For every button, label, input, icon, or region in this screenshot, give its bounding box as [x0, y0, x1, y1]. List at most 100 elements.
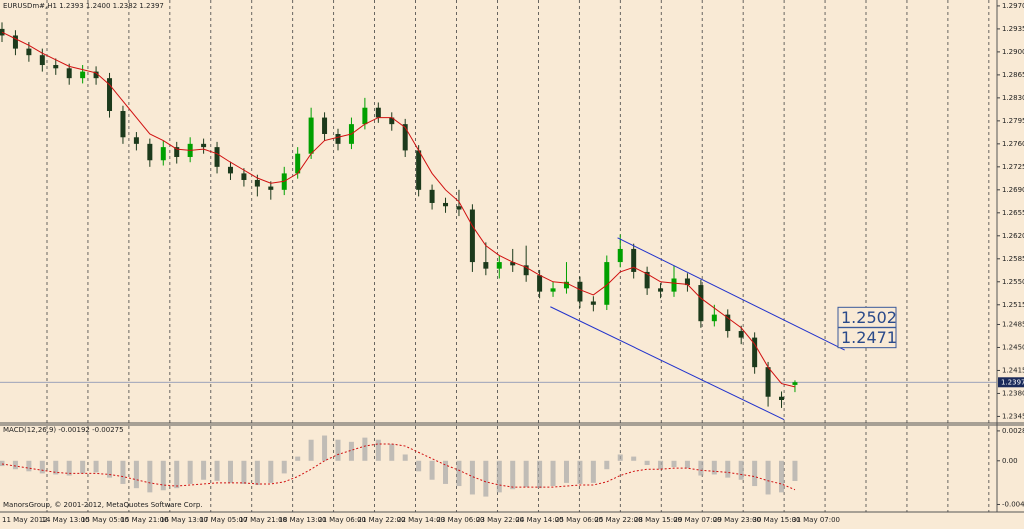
footer: ManorsGroup, © 2001-2012, MetaQuotes Sof… — [3, 501, 203, 509]
candle-body — [375, 107, 381, 118]
x-tick-label: 23 May 06:00 — [437, 516, 485, 524]
macd-bar — [389, 443, 395, 461]
candle-body — [563, 281, 569, 289]
macd-bar — [725, 460, 731, 478]
x-tick-label: 29 May 07:00 — [674, 516, 722, 524]
macd-bar — [147, 460, 153, 493]
x-tick-label: 28 May 15:00 — [634, 516, 682, 524]
candle-body — [779, 396, 785, 401]
macd-bar — [523, 460, 529, 488]
y-tick-label: 1.2550 — [1002, 278, 1024, 286]
macd-bar — [227, 460, 233, 483]
candle-body — [631, 248, 637, 272]
x-tick-label: 30 May 15:00 — [753, 516, 801, 524]
candle-body — [201, 143, 207, 148]
y-tick-label: 1.2620 — [1002, 232, 1024, 240]
x-tick-label: 11 May 2012 — [2, 516, 48, 524]
macd-bar — [295, 456, 301, 461]
macd-bar — [671, 460, 677, 468]
macd-bar — [187, 460, 193, 484]
candle-body — [523, 265, 529, 276]
candle-body — [133, 137, 139, 144]
x-tick-label: 17 May 05:00 — [200, 516, 248, 524]
candle-body — [93, 71, 99, 79]
macd-bar — [348, 441, 354, 461]
candle-body — [214, 147, 220, 167]
macd-bar — [80, 460, 86, 474]
candle-body — [456, 206, 462, 210]
macd-bar — [537, 460, 543, 489]
channel-line — [550, 306, 785, 421]
candle-body — [335, 133, 341, 144]
macd-bar — [174, 460, 180, 489]
macd-bar — [792, 460, 798, 481]
macd-bar — [631, 456, 637, 461]
price-label-box — [837, 327, 897, 349]
candle-body — [604, 262, 610, 305]
last-price-box — [998, 377, 1024, 388]
candle-body — [617, 248, 623, 263]
macd-label: MACD(12,26,9) -0.00192 -0.00275 — [3, 426, 124, 434]
candle-body — [671, 278, 677, 292]
macd-bar — [456, 460, 462, 487]
macd-bar — [241, 460, 247, 484]
price-label: 1.2502 — [841, 308, 897, 327]
x-tick-label: 22 May 14:00 — [397, 516, 445, 524]
macd-bar — [0, 460, 5, 467]
candle-body — [227, 166, 233, 174]
x-tick-label: 25 May 06:00 — [555, 516, 603, 524]
y-tick-label: 1.2485 — [1002, 320, 1024, 328]
macd-bar — [510, 460, 516, 490]
y-tick-label: 1.2345 — [1002, 412, 1024, 420]
macd-bar — [107, 460, 113, 478]
y-tick-label: -0.00415 — [1002, 500, 1024, 508]
x-tick-label: 17 May 21:00 — [239, 516, 287, 524]
candle-body — [590, 301, 596, 305]
macd-bar — [335, 439, 341, 461]
candle-body — [160, 147, 166, 161]
x-tick-label: 25 May 22:00 — [595, 516, 643, 524]
macd-bar — [577, 460, 583, 484]
candle-body — [389, 117, 395, 125]
candle-body — [496, 262, 502, 269]
macd-bar — [752, 460, 758, 487]
x-tick-label: 14 May 13:00 — [42, 516, 90, 524]
x-tick-label: 21 May 06:00 — [318, 516, 366, 524]
x-tick-label: 29 May 23:00 — [713, 516, 761, 524]
macd-bar — [402, 454, 408, 461]
macd-bar — [443, 460, 449, 484]
candle-body — [66, 68, 72, 79]
macd-bar — [644, 460, 650, 465]
macd-bar — [779, 460, 785, 493]
macd-bar — [53, 460, 59, 475]
candle-body — [483, 262, 489, 269]
candle-body — [174, 147, 180, 157]
candle-body — [658, 288, 664, 292]
macd-bar — [765, 460, 771, 495]
y-tick-label: 1.2900 — [1002, 48, 1024, 56]
macd-bar — [322, 435, 328, 461]
macd-bar — [738, 460, 744, 480]
candle-body — [644, 271, 650, 289]
chart-header: EURUSDm#,H1 1.2393 1.2400 1.2382 1.2397 — [3, 2, 164, 10]
candle-body — [308, 117, 314, 154]
candle-body — [147, 143, 153, 161]
y-tick-label: 1.2830 — [1002, 94, 1024, 102]
y-tick-label: 1.2970 — [1002, 2, 1024, 10]
candle-body — [765, 367, 771, 397]
last-price-label: 1.2397 — [1001, 378, 1024, 386]
y-tick-label: 1.2795 — [1002, 117, 1024, 125]
y-tick-label: 1.2415 — [1002, 366, 1024, 374]
macd-bar — [617, 454, 623, 461]
macd-bar — [308, 439, 314, 461]
macd-bar — [590, 460, 596, 483]
candle-body — [254, 179, 260, 187]
macd-bar — [483, 460, 489, 497]
macd-bar — [268, 460, 274, 483]
macd-bar — [563, 460, 569, 483]
x-tick-label: 24 May 14:00 — [516, 516, 564, 524]
macd-bar — [254, 460, 260, 485]
candle-body — [684, 278, 690, 286]
candle-body — [295, 153, 301, 174]
